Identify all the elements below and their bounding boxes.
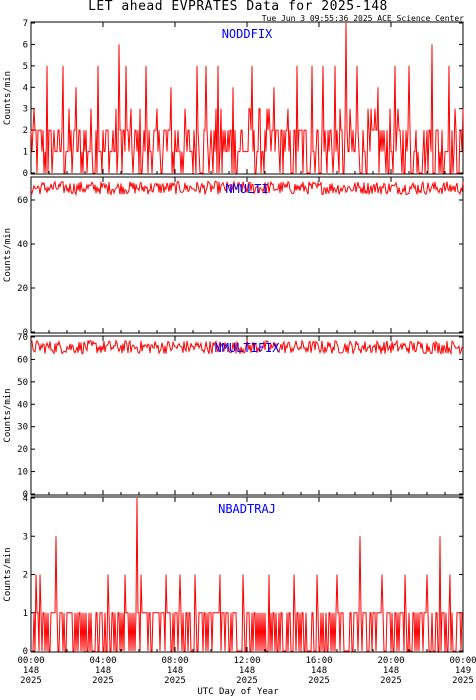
series-trace-1 — [30, 22, 464, 174]
y-tick-label: 2 — [23, 126, 28, 136]
y-tick-label: 4 — [23, 83, 28, 93]
series-label: NMULTIFIX — [214, 341, 280, 355]
y-tick-label: 30 — [17, 423, 28, 433]
y-tick-label: 50 — [17, 378, 28, 388]
x-tick-label-year: 2025 — [308, 676, 330, 686]
series-trace-2 — [30, 179, 464, 197]
y-tick-label: 5 — [23, 62, 28, 72]
y-tick-label: 1 — [23, 148, 28, 158]
y-tick-label: 10 — [17, 468, 28, 478]
x-tick-label-year: 2025 — [236, 676, 258, 686]
panel-frame-2 — [30, 176, 464, 334]
y-tick-label: 70 — [17, 333, 28, 343]
y-tick-label: 0 — [23, 647, 28, 657]
y-tick-label: 7 — [23, 19, 28, 29]
y-tick-label: 40 — [17, 400, 28, 410]
y-tick-label: 0 — [23, 328, 28, 338]
x-tick-label-time: 00:00 — [17, 656, 44, 666]
x-tick-label-time: 20:00 — [377, 656, 404, 666]
y-axis-label: Counts/min — [3, 71, 13, 125]
y-tick-label: 3 — [23, 105, 28, 115]
x-tick-label-time: 00:00 — [449, 656, 476, 666]
series-label: NMULTI — [225, 182, 268, 196]
x-tick-label-doy: 148 — [311, 666, 327, 676]
y-tick-label: 60 — [17, 355, 28, 365]
chart-title: LET ahead EVPRATES Data for 2025-148 — [88, 0, 388, 14]
y-tick-label: 60 — [17, 196, 28, 206]
x-axis-title: UTC Day of Year — [197, 687, 279, 697]
y-tick-label: 0 — [23, 169, 28, 179]
x-tick-label-year: 2025 — [164, 676, 186, 686]
x-tick-label-year: 2025 — [20, 676, 42, 686]
series-trace-4 — [31, 497, 463, 652]
y-tick-label: 40 — [17, 240, 28, 250]
x-tick-label-time: 12:00 — [233, 656, 260, 666]
y-axis-label: Counts/min — [3, 228, 13, 282]
y-tick-label: 4 — [23, 494, 28, 504]
x-tick-label-time: 04:00 — [89, 656, 116, 666]
series-label: NODDFIX — [222, 27, 273, 41]
x-tick-label-doy: 148 — [383, 666, 399, 676]
y-tick-label: 2 — [23, 571, 28, 581]
x-tick-label-doy: 148 — [167, 666, 183, 676]
y-axis-label: Counts/min — [3, 547, 13, 601]
x-tick-label-doy: 148 — [239, 666, 255, 676]
x-tick-label-doy: 149 — [455, 666, 471, 676]
y-tick-label: 3 — [23, 532, 28, 542]
x-tick-label-time: 08:00 — [161, 656, 188, 666]
y-axis-label: Counts/min — [3, 388, 13, 442]
y-tick-label: 0 — [23, 490, 28, 500]
x-tick-label-doy: 148 — [23, 666, 39, 676]
series-label: NBADTRAJ — [218, 502, 276, 516]
x-tick-label-year: 2025 — [452, 676, 474, 686]
timestamp: Tue Jun 3 09:55:36 2025 ACE Science Cent… — [261, 14, 464, 23]
y-tick-label: 1 — [23, 609, 28, 619]
x-tick-label-time: 16:00 — [305, 656, 332, 666]
x-tick-label-year: 2025 — [380, 676, 402, 686]
y-tick-label: 20 — [17, 284, 28, 294]
series-trace-3 — [30, 338, 464, 356]
x-tick-label-year: 2025 — [92, 676, 114, 686]
x-tick-label-doy: 148 — [95, 666, 111, 676]
y-tick-label: 6 — [23, 40, 28, 50]
panel-frame-3 — [30, 335, 464, 496]
y-tick-label: 20 — [17, 445, 28, 455]
